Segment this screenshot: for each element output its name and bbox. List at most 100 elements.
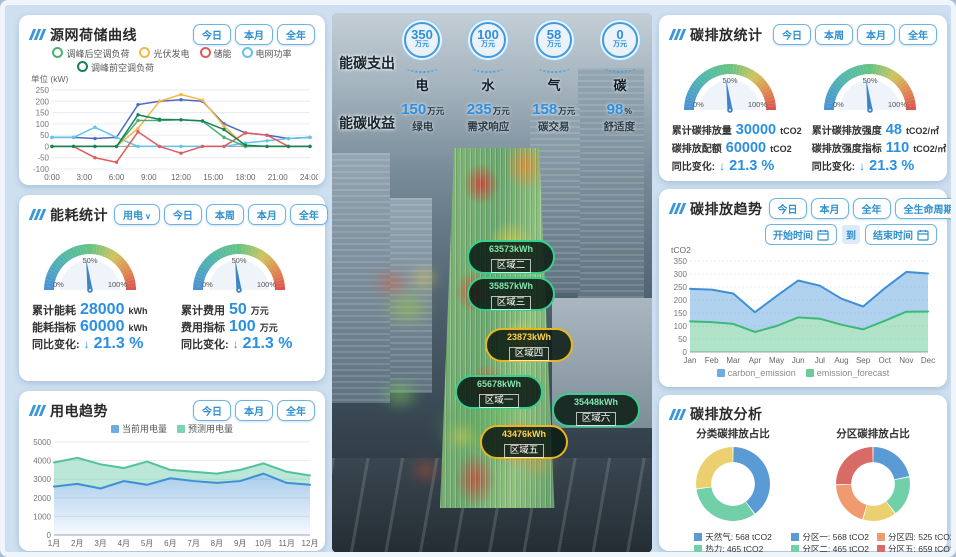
filter-button[interactable]: 全生命周期 <box>894 198 951 219</box>
zone-label[interactable]: 65678kWh 区域一 <box>455 375 543 409</box>
stat-value: 30000 <box>735 122 777 138</box>
legend-item[interactable]: carbon_emission <box>716 367 796 380</box>
stat-row: 累计碳排放量 30000 tCO2 <box>672 122 802 140</box>
zone-label[interactable]: 23873kWh 区域四 <box>485 328 573 362</box>
legend-marker-icon <box>199 47 211 58</box>
income-label: 能碳收益 <box>339 115 395 131</box>
expense-unit: 万元 <box>481 41 495 48</box>
zone-label[interactable]: 43476kWh 区域五 <box>480 425 568 459</box>
svg-text:-50: -50 <box>37 154 49 163</box>
start-date-input[interactable]: 开始时间 <box>765 224 837 245</box>
y-axis-unit-label: tCO2 <box>671 245 691 255</box>
expense-name: 电 <box>415 78 429 93</box>
legend-item[interactable]: 调峰前空调负荷 <box>77 61 154 74</box>
stat-row: 同比变化: ↓ 21.3 % <box>181 336 318 353</box>
zone-energy-value: 63573kWh <box>488 244 534 254</box>
filter-button[interactable]: 今日 <box>193 400 231 421</box>
gauge: 0% 50% 100% 累计碳排放强度 48 tCO2/㎡ 碳排放强度指标 110 tCO2/㎡… <box>806 53 946 176</box>
filter-button[interactable]: 全年 <box>277 400 315 421</box>
legend-marker-icon <box>694 544 703 552</box>
zone-label[interactable]: 35857kWh 区域三 <box>467 277 555 311</box>
expense-value: 100 <box>477 27 499 42</box>
stat-value: 21.3 % <box>93 335 144 352</box>
stat-label: 同比变化: <box>811 162 856 173</box>
filter-button[interactable]: 本周 <box>815 24 853 45</box>
legend-item[interactable]: 调峰后空调负荷 <box>52 47 129 61</box>
expense-label: 能碳支出 <box>339 55 395 71</box>
svg-text:Dec: Dec <box>921 356 935 365</box>
down-arrow-icon: ↓ <box>859 159 866 173</box>
legend-item[interactable]: 热力: 465 tCO2 <box>694 544 772 552</box>
date-range-row: 开始时间 到 结束时间 <box>659 221 947 245</box>
stat-unit: tCO2 <box>770 144 792 154</box>
legend-item[interactable]: 分区一: 568 tCO2 <box>791 532 869 543</box>
expense-unit: 万元 <box>613 41 627 48</box>
svg-text:100: 100 <box>36 120 50 129</box>
filter-button[interactable]: 全年 <box>289 204 328 225</box>
expense-items: 350 万元电 100 万元水 58 万元气 0 万元碳 <box>392 19 650 94</box>
svg-text:7月: 7月 <box>187 539 199 548</box>
panel-marker-icon <box>28 405 47 416</box>
svg-text:18:00: 18:00 <box>235 173 256 182</box>
heatmap-overlay <box>347 248 457 348</box>
filter-button[interactable]: 本周 <box>205 204 244 225</box>
svg-text:5000: 5000 <box>33 438 51 447</box>
y-axis-unit-label: 单位 (kW) <box>31 74 69 84</box>
stat-row: 同比变化: ↓ 21.3 % <box>672 158 800 176</box>
stat-unit: 万元 <box>250 306 269 316</box>
stat-row: 费用指标 100 万元 <box>181 319 318 336</box>
filter-button[interactable]: 全年 <box>899 24 937 45</box>
legend-item[interactable]: emission_forecast <box>805 367 889 380</box>
panel-marker-icon <box>28 29 47 40</box>
filter-button[interactable]: 本月 <box>857 24 895 45</box>
filter-button[interactable]: 本月 <box>810 198 849 219</box>
svg-text:0: 0 <box>47 531 52 540</box>
gauge: 0% 50% 100% 累计费用 50 万元 费用指标 100 万元 同比变化: ↓ 21.3 % <box>175 233 318 353</box>
legend-item[interactable]: 预测用电量 <box>177 423 233 436</box>
legend-item[interactable]: 当前用电量 <box>110 423 167 436</box>
end-date-input[interactable]: 结束时间 <box>865 224 937 245</box>
zone-label[interactable]: 63573kWh 区域二 <box>467 240 555 274</box>
filter-button[interactable]: 今日 <box>163 204 202 225</box>
building-shape <box>578 68 644 303</box>
legend-item[interactable]: 光伏发电 <box>139 47 190 61</box>
legend-item[interactable]: 天然气: 568 tCO2 <box>694 532 772 543</box>
panel-marker-icon <box>668 29 687 40</box>
legend-item[interactable]: 分区五: 659 tCO2 <box>877 544 951 552</box>
svg-text:3000: 3000 <box>33 475 51 484</box>
filter-button[interactable]: 本月 <box>247 204 286 225</box>
zone-energy-value: 35448kWh <box>573 397 619 407</box>
filter-button[interactable]: 今日 <box>768 198 807 219</box>
filter-button[interactable]: 今日 <box>193 24 231 45</box>
stat-row: 碳排放配额 60000 tCO2 <box>672 140 800 158</box>
legend-item[interactable]: 储能 <box>199 47 232 61</box>
svg-text:-100: -100 <box>33 165 50 174</box>
filter-button[interactable]: 本月 <box>235 24 273 45</box>
expense-unit: 万元 <box>415 41 429 48</box>
dotted-arc <box>472 62 504 73</box>
legend-item[interactable]: 电网功率 <box>241 47 292 61</box>
income-item: 98% 舒适度 <box>587 101 653 134</box>
energy-type-dropdown[interactable]: 用电 ∨ <box>114 204 160 225</box>
legend-item[interactable]: 分区二: 465 tCO2 <box>791 544 869 552</box>
panel-marker-icon <box>668 203 687 214</box>
filter-button[interactable]: 全年 <box>277 24 315 45</box>
heatmap-overlay <box>350 343 600 513</box>
zone-label[interactable]: 35448kWh 区域六 <box>552 393 640 427</box>
filter-button[interactable]: 今日 <box>773 24 811 45</box>
dotted-arc <box>538 62 570 73</box>
income-items: 150万元 绿电 235万元 需求响应 158万元 碳交易 98% 舒适度 <box>390 101 652 134</box>
expense-circle: 100 万元水 <box>458 19 518 94</box>
expense-name: 水 <box>481 78 495 93</box>
income-value: 98 <box>606 101 624 118</box>
time-filter-group: 今日 本月 全年 全生命周期 <box>768 198 951 219</box>
svg-text:2000: 2000 <box>33 494 51 503</box>
filter-button[interactable]: 本月 <box>235 400 273 421</box>
svg-text:Apr: Apr <box>749 356 762 365</box>
filter-button[interactable]: 全年 <box>852 198 891 219</box>
legend-item[interactable]: 分区四: 525 tCO2 <box>877 532 951 543</box>
value-ring: 350 万元 <box>401 19 443 61</box>
svg-text:200: 200 <box>674 296 688 305</box>
